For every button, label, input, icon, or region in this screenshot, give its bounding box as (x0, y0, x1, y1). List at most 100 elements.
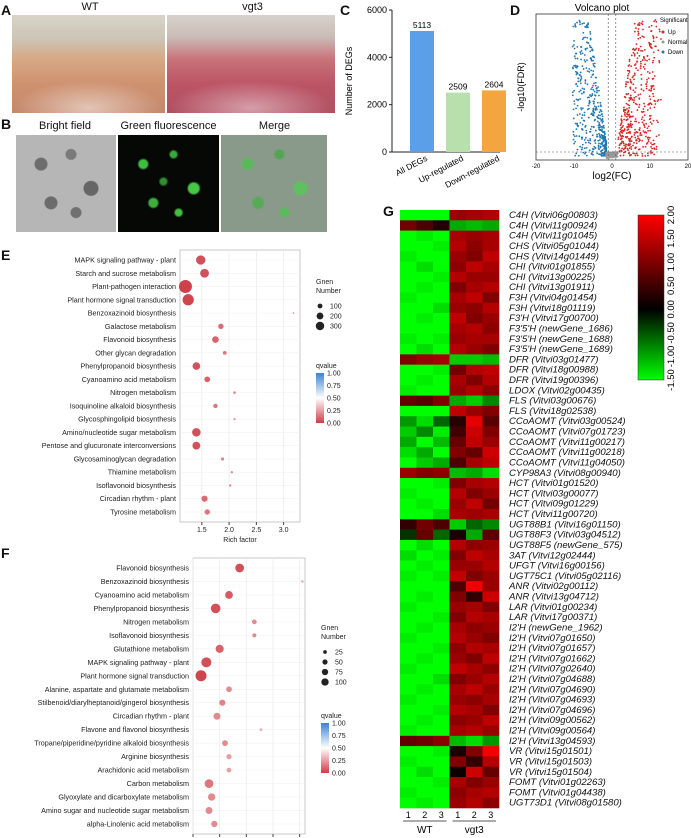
pathway-label: Pentose and glucuronate interconversions (42, 441, 177, 450)
point (582, 36, 585, 39)
heatmap-cell (433, 333, 450, 345)
point (571, 91, 574, 94)
gene-label: CCoAOMT (Vitvi07g01723) (509, 427, 626, 438)
pathway-label: Starch and sucrose metabolism (75, 269, 176, 278)
heatmap-cell (433, 560, 450, 572)
bar (410, 30, 434, 152)
point (658, 61, 661, 64)
heatmap-cell (482, 333, 500, 345)
point (623, 129, 626, 132)
y-tick-label: 0 (382, 147, 387, 157)
size-legend-label: 75 (335, 670, 343, 677)
point (574, 23, 577, 25)
heatmap-cell (449, 632, 467, 644)
heatmap-cell (449, 519, 467, 530)
heatmap-cell (482, 550, 500, 561)
heatmap-cell (416, 797, 434, 809)
heatmap-cell (466, 797, 483, 809)
point (639, 132, 642, 135)
point (591, 86, 594, 89)
point (583, 138, 586, 141)
heatmap-cell (466, 313, 483, 324)
size-legend-marker (321, 678, 329, 686)
color-scale-bar (637, 214, 665, 381)
pathway-label: Other glycan degradation (95, 348, 176, 357)
point (628, 154, 631, 156)
gene-label: C4H (Vitvi11g01045) (509, 231, 597, 242)
heatmap-cell (416, 560, 434, 572)
heatmap-cell (433, 725, 450, 737)
point (603, 132, 606, 135)
pathway-label: Galactose metabolism (105, 322, 176, 331)
point (626, 77, 629, 80)
point (642, 108, 645, 110)
heatmap-cell (400, 416, 417, 427)
point (587, 23, 590, 26)
color-legend-label: 1.00 (327, 371, 341, 378)
point (601, 142, 604, 145)
point (626, 147, 629, 150)
point (640, 110, 643, 113)
heatmap-cell (400, 519, 417, 530)
heatmap-cell (400, 550, 417, 561)
point (585, 154, 588, 157)
point (646, 55, 649, 57)
point (609, 156, 611, 159)
point (630, 146, 632, 148)
point (594, 76, 597, 79)
point (589, 130, 591, 133)
gene-heatmap: C4H (Vitvi06g00803)C4H (Vitvi11g00924)C4… (400, 206, 677, 836)
point (584, 60, 587, 63)
enrichment-dot (230, 471, 234, 474)
enrichment-dot (222, 740, 228, 747)
plot-frame (192, 557, 306, 835)
point (635, 152, 638, 155)
point (615, 155, 618, 158)
point (629, 138, 631, 141)
point (657, 121, 659, 124)
point (598, 134, 601, 137)
enrichment-dot (235, 563, 245, 573)
heatmap-cell (466, 601, 483, 613)
heatmap-cell (482, 509, 500, 520)
point (623, 118, 626, 121)
point (628, 152, 631, 154)
panel-label-f: F (1, 545, 10, 561)
heatmap-cell (449, 292, 467, 304)
volcano-plot: Volcano plot -20 -10 0 10 20 log2(FC) -log10(FD… (516, 3, 691, 182)
heatmap-cell (433, 643, 450, 654)
heatmap-cell (400, 746, 417, 757)
heatmap-cell (449, 457, 467, 469)
gene-label: CHS (Vitvi14g01449) (509, 251, 599, 262)
point (621, 137, 623, 140)
point (627, 72, 630, 75)
heatmap-cell (466, 735, 483, 747)
point (641, 139, 644, 142)
legend-label: Down (668, 50, 683, 56)
point (576, 45, 579, 48)
point (630, 54, 633, 57)
point (635, 27, 637, 29)
x-axis-label: Rich factor (223, 537, 257, 544)
point (572, 133, 575, 136)
point (585, 67, 588, 69)
y-axis-label: -log10(FDR) (516, 62, 526, 112)
heatmap-cell (466, 715, 483, 726)
heatmap-cell (466, 643, 483, 654)
enrichment-dot (259, 728, 263, 732)
heatmap-cell (400, 385, 417, 396)
photo-title-wt: WT (81, 1, 99, 13)
point (652, 40, 655, 43)
heatmap-cell (449, 560, 467, 572)
heatmap-cell (449, 653, 467, 664)
point (612, 154, 615, 157)
heatmap-cell (466, 271, 483, 283)
point (639, 45, 642, 48)
point (640, 88, 643, 91)
point (602, 145, 604, 147)
point (609, 155, 612, 158)
point (583, 114, 586, 117)
point (591, 134, 594, 137)
point (627, 103, 629, 106)
point (628, 97, 631, 99)
